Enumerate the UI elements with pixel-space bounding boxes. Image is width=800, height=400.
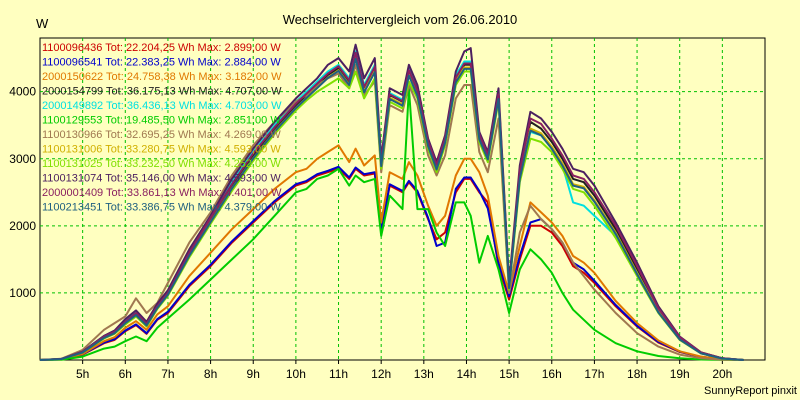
y-axis-unit: W bbox=[36, 16, 49, 31]
x-tick-label: 7h bbox=[161, 367, 174, 381]
legend-entry: 1100131025 Tot: 33.232,50 Wh Max: 4.252,… bbox=[42, 158, 281, 170]
y-tick-label: 1000 bbox=[9, 286, 36, 300]
series-line-10 bbox=[39, 51, 744, 361]
legend-entry: 1100131006 Tot: 33.280,75 Wh Max: 4.593,… bbox=[42, 144, 281, 156]
legend-entry: 1100096436 Tot: 22.204,25 Wh Max: 2.899,… bbox=[42, 42, 281, 54]
x-tick-label: 5h bbox=[76, 367, 89, 381]
legend-entry: 1100213451 Tot: 33.386,75 Wh Max: 4.379,… bbox=[42, 202, 281, 214]
legend-entry: 1100130966 Tot: 32.695,25 Wh Max: 4.269,… bbox=[42, 129, 281, 141]
x-tick-label: 12h bbox=[371, 367, 391, 381]
series-lines bbox=[39, 43, 744, 361]
chart-title: Wechselrichtervergleich vom 26.06.2010 bbox=[283, 12, 518, 27]
y-tick-label: 4000 bbox=[9, 85, 36, 99]
x-tick-label: 9h bbox=[247, 367, 260, 381]
y-tick-label: 3000 bbox=[9, 152, 36, 166]
series-line-5 bbox=[39, 87, 744, 361]
legend-entry: 2000150622 Tot: 24.758,38 Wh Max: 3.182,… bbox=[42, 71, 282, 83]
series-line-9 bbox=[39, 43, 744, 361]
x-tick-label: 15h bbox=[499, 367, 519, 381]
x-tick-label: 18h bbox=[627, 367, 647, 381]
series-line-2 bbox=[39, 144, 744, 361]
x-tick-label: 6h bbox=[119, 367, 132, 381]
legend-entry: 2000154799 Tot: 36.175,13 Wh Max: 4.707,… bbox=[42, 86, 282, 98]
y-tick-label: 2000 bbox=[9, 219, 36, 233]
legend-entry: 1100129553 Tot: 19.485,50 Wh Max: 2.851,… bbox=[42, 115, 281, 127]
x-tick-label: 17h bbox=[584, 367, 604, 381]
x-tick-label: 8h bbox=[204, 367, 217, 381]
x-tick-label: 19h bbox=[670, 367, 690, 381]
legend-entry: 2000001409 Tot: 33.861,13 Wh Max: 4.401,… bbox=[42, 187, 282, 199]
x-tick-labels: 5h 6h 7h 8h 9h 10h 11h 12h 13h 14h 15h 16h 17h 18h 19h… bbox=[76, 367, 732, 381]
footer-credit: SunnyReport pinxit bbox=[704, 385, 797, 397]
legend-entry: 1100096541 Tot: 22.383,25 Wh Max: 2.884,… bbox=[42, 57, 281, 69]
x-tick-label: 10h bbox=[286, 367, 306, 381]
x-tick-label: 16h bbox=[542, 367, 562, 381]
legend-entry: 2000149892 Tot: 36.436,13 Wh Max: 4.703,… bbox=[42, 100, 282, 112]
y-tick-labels: 1000 2000 3000 4000 bbox=[9, 85, 36, 300]
legend: 1100096436 Tot: 22.204,25 Wh Max: 2.899,… bbox=[42, 42, 282, 214]
x-tick-label: 20h bbox=[712, 367, 732, 381]
x-tick-label: 13h bbox=[414, 367, 434, 381]
legend-entry: 1100131074 Tot: 35.146,00 Wh Max: 4.593,… bbox=[42, 173, 281, 185]
series-line-11 bbox=[39, 57, 744, 361]
x-tick-label: 11h bbox=[329, 367, 348, 381]
x-tick-label: 14h bbox=[456, 367, 476, 381]
